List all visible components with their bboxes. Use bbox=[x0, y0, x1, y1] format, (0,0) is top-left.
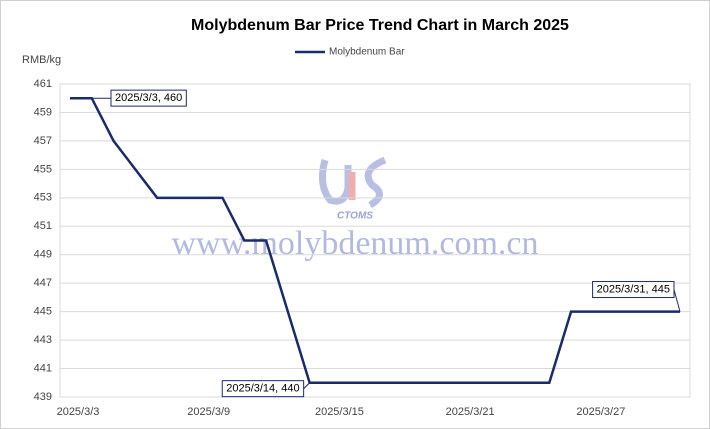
y-tick-label: 459 bbox=[34, 106, 52, 118]
y-tick-label: 453 bbox=[34, 192, 52, 204]
label-leader bbox=[673, 289, 681, 312]
y-tick-label: 439 bbox=[34, 391, 52, 403]
data-label-box bbox=[110, 89, 187, 107]
watermark: www.molybdenum.com.cn bbox=[171, 225, 538, 262]
y-axis-label: RMB/kg bbox=[22, 54, 61, 66]
x-tick-label: 2025/3/9 bbox=[187, 406, 230, 418]
y-tick-label: 443 bbox=[34, 334, 52, 346]
chart-title: Molybdenum Bar Price Trend Chart in Marc… bbox=[191, 17, 569, 34]
data-label: 2025/3/14, 440 bbox=[226, 383, 299, 395]
y-tick-label: 449 bbox=[34, 249, 52, 261]
y-tick-label: 451 bbox=[34, 220, 52, 232]
data-label: 2025/3/31, 445 bbox=[597, 284, 670, 296]
y-tick-label: 455 bbox=[34, 163, 52, 175]
x-tick-label: 2025/3/21 bbox=[446, 406, 495, 418]
legend-label: Molybdenum Bar bbox=[329, 47, 405, 58]
data-label-box bbox=[221, 380, 305, 398]
logo-text: CTOMS bbox=[337, 211, 373, 222]
data-label-box bbox=[592, 281, 675, 299]
line bbox=[70, 96, 680, 385]
y-tick-label: 457 bbox=[34, 135, 52, 147]
y-tick-label: 445 bbox=[34, 306, 52, 318]
logo-shape bbox=[318, 159, 352, 205]
label-leader bbox=[303, 382, 310, 390]
data-label: 2025/3/3, 460 bbox=[115, 92, 182, 104]
logo-shape bbox=[364, 156, 387, 209]
watermark-logo bbox=[318, 156, 387, 209]
x-tick-label: 2025/3/15 bbox=[315, 406, 364, 418]
y-tick-label: 441 bbox=[34, 362, 52, 374]
x-tick-label: 2025/3/27 bbox=[576, 406, 625, 418]
y-tick-label: 461 bbox=[34, 78, 52, 90]
x-tick-label: 2025/3/3 bbox=[57, 406, 100, 418]
y-tick-label: 447 bbox=[34, 277, 52, 289]
